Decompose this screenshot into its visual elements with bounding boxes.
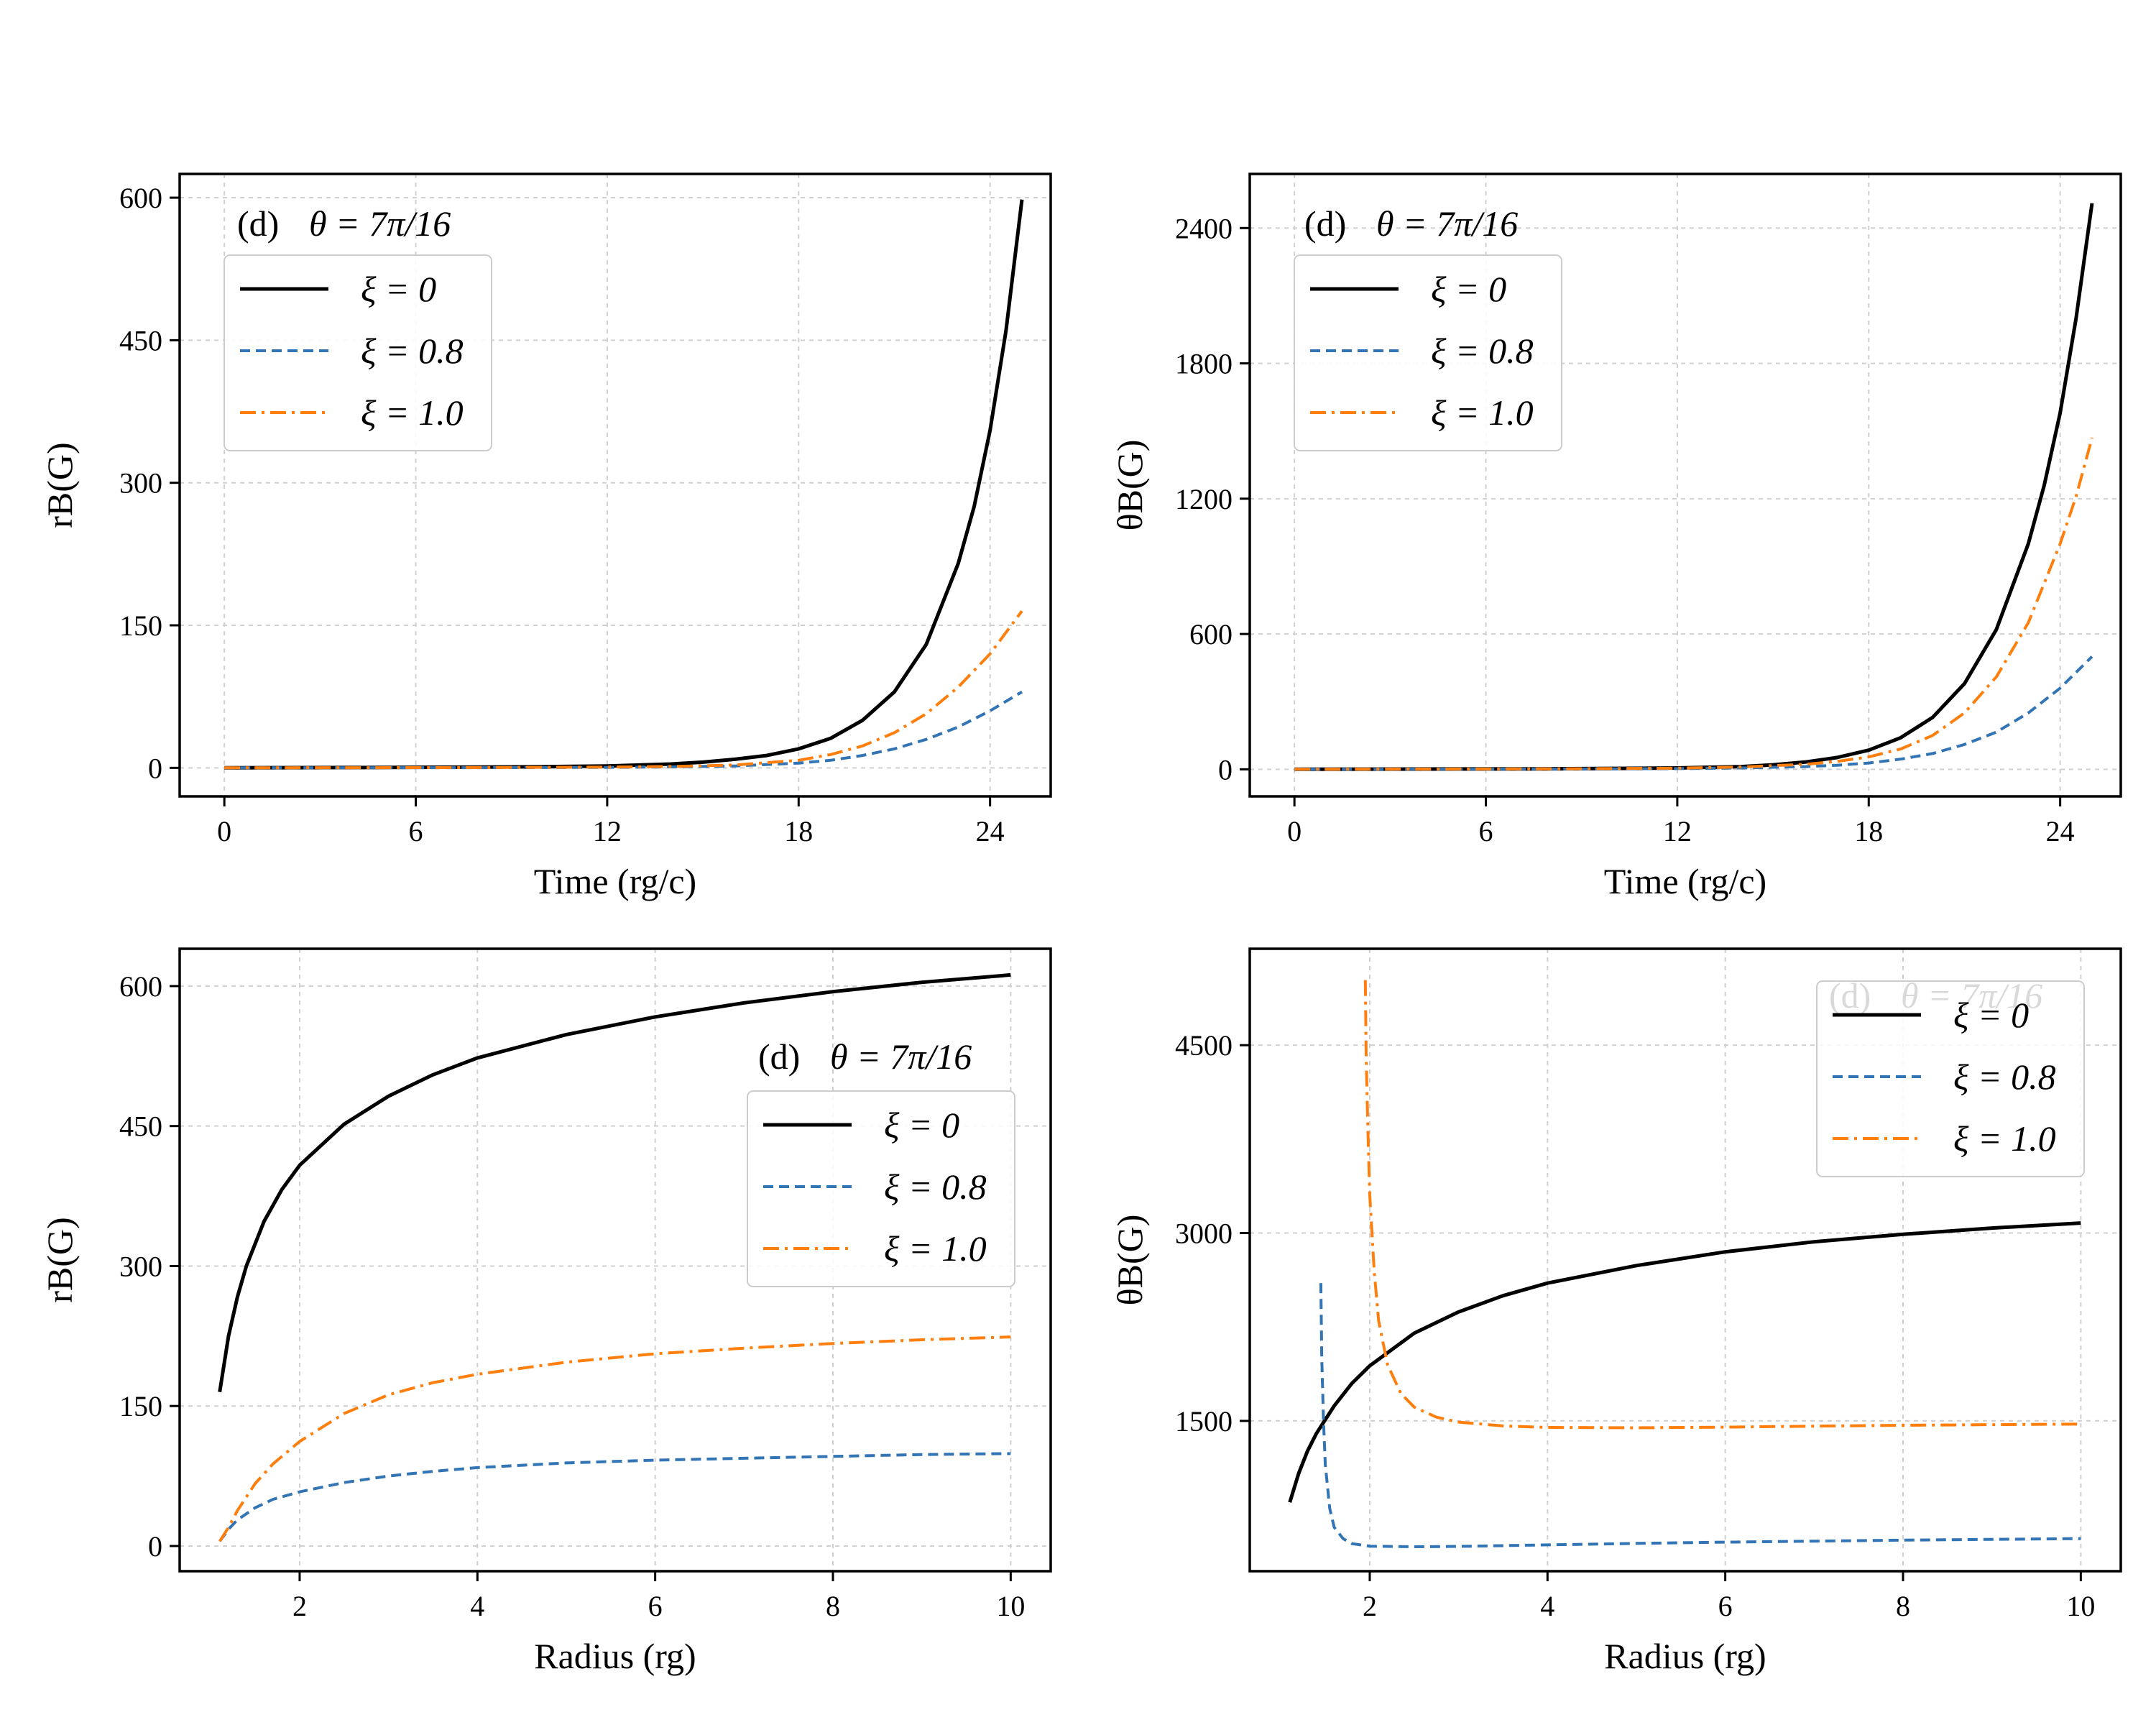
series-line-2 [224,690,1023,770]
panel-label: (d) [1304,203,1346,244]
x-tick-label: 10 [996,1590,1025,1622]
legend: ξ = 0 ξ = 0.8 ξ = 1.0 [224,254,492,451]
x-axis-label: Time (rg/c) [1604,861,1766,901]
y-axis-label: θB(G) [1110,1215,1150,1306]
series-line-2 [1294,656,2093,771]
x-tick-label: 6 [648,1590,663,1622]
x-tick-label: 12 [1663,815,1692,847]
legend-label-2: ξ = 0.8 [1431,331,1534,371]
legend: ξ = 0 ξ = 0.8 ξ = 1.0 [1294,254,1562,451]
y-tick-label: 450 [119,324,162,356]
x-axis-label: Radius (rg) [1604,1636,1766,1676]
y-tick-label: 3000 [1175,1218,1233,1250]
y-tick-label: 0 [1218,753,1233,786]
y-tick-label: 1500 [1175,1405,1233,1438]
x-tick-label: 6 [1718,1590,1733,1622]
x-tick-label: 2 [1363,1590,1377,1622]
x-tick-label: 4 [470,1590,484,1622]
legend-label-1: ξ = 0 [884,1105,959,1145]
y-tick-label: 600 [119,182,162,214]
x-axis-label: Time (rg/c) [534,861,696,901]
x-tick-label: 18 [784,815,813,847]
panel-annotation: θ = 7π/16 [830,1036,972,1077]
x-tick-label: 10 [2066,1590,2095,1622]
series-line-3 [1294,437,2093,771]
y-tick-label: 150 [119,1390,162,1422]
series-line-3 [224,610,1023,770]
legend: ξ = 0 ξ = 0.8 ξ = 1.0 [1816,980,2085,1177]
panel-label: (d) [758,1036,800,1077]
legend-label-1: ξ = 0 [1431,269,1506,309]
axes-frame [1248,947,2122,1573]
series-line-3 [1363,980,2081,1430]
axes-frame [1248,172,2122,798]
series-line-1 [1288,1221,2081,1503]
legend-box [1294,254,1562,451]
x-tick-label: 0 [217,815,231,847]
y-tick-label: 600 [1189,618,1233,650]
x-axis-label: Radius (rg) [534,1636,696,1676]
y-tick-label: 450 [119,1110,162,1143]
y-tick-label: 150 [119,610,162,642]
x-tick-label: 8 [1896,1590,1910,1622]
legend-label-1: ξ = 0 [1953,995,2029,1035]
axes-frame [178,947,1052,1573]
y-tick-label: 300 [119,1250,162,1282]
y-axis-label: rB(G) [40,442,80,528]
legend-label-3: ξ = 1.0 [361,392,464,433]
y-tick-label: 1800 [1175,348,1233,380]
legend-box [224,254,492,451]
y-axis-label: rB(G) [40,1217,80,1302]
legend-label-3: ξ = 1.0 [884,1228,987,1269]
y-tick-label: 0 [148,1530,162,1563]
chart-panel-3: 2 4 6 8 10 0 150 300 450 600 Radius (rg) rB(G) (d) θ … [40,947,1052,1676]
series-line-3 [218,1335,1011,1542]
y-axis-label: θB(G) [1110,440,1150,531]
y-tick-label: 600 [119,970,162,1003]
x-tick-label: 6 [1479,815,1493,847]
x-tick-label: 24 [976,815,1005,847]
series-line-2 [1319,1283,2081,1548]
x-tick-label: 18 [1854,815,1883,847]
legend-label-2: ξ = 0.8 [884,1167,987,1207]
x-tick-label: 6 [409,815,423,847]
legend-label-3: ξ = 1.0 [1953,1118,2056,1159]
y-tick-label: 0 [148,752,162,784]
legend: ξ = 0 ξ = 0.8 ξ = 1.0 [747,1090,1015,1287]
axes-frame [178,172,1052,798]
legend-box [1816,980,2085,1177]
y-tick-label: 300 [119,467,162,500]
x-tick-label: 4 [1540,1590,1554,1622]
series-line-2 [218,1452,1011,1542]
series-line-1 [218,972,1011,1393]
legend-label-2: ξ = 0.8 [361,331,464,371]
chart-panel-2: 0 6 12 18 24 0 600 1200 1800 2400 Time (rg/c) θB(G)… [1110,172,2122,901]
chart-panel-1: 0 6 12 18 24 0 150 300 450 600 Time (rg/c) rB(G) (d)… [40,172,1052,901]
panel-annotation: θ = 7π/16 [1376,203,1518,244]
legend-label-1: ξ = 0 [361,269,436,309]
panel-label: (d) [237,203,279,244]
x-tick-label: 24 [2046,815,2075,847]
x-tick-label: 8 [826,1590,840,1622]
y-tick-label: 1200 [1175,483,1233,515]
panel-annotation: θ = 7π/16 [309,203,451,244]
x-tick-label: 0 [1287,815,1302,847]
legend-label-2: ξ = 0.8 [1953,1057,2056,1097]
y-tick-label: 2400 [1175,212,1233,244]
y-tick-label: 4500 [1175,1029,1233,1062]
legend-label-3: ξ = 1.0 [1431,392,1534,433]
x-tick-label: 12 [593,815,622,847]
legend-box [747,1090,1015,1287]
x-tick-label: 2 [292,1590,307,1622]
